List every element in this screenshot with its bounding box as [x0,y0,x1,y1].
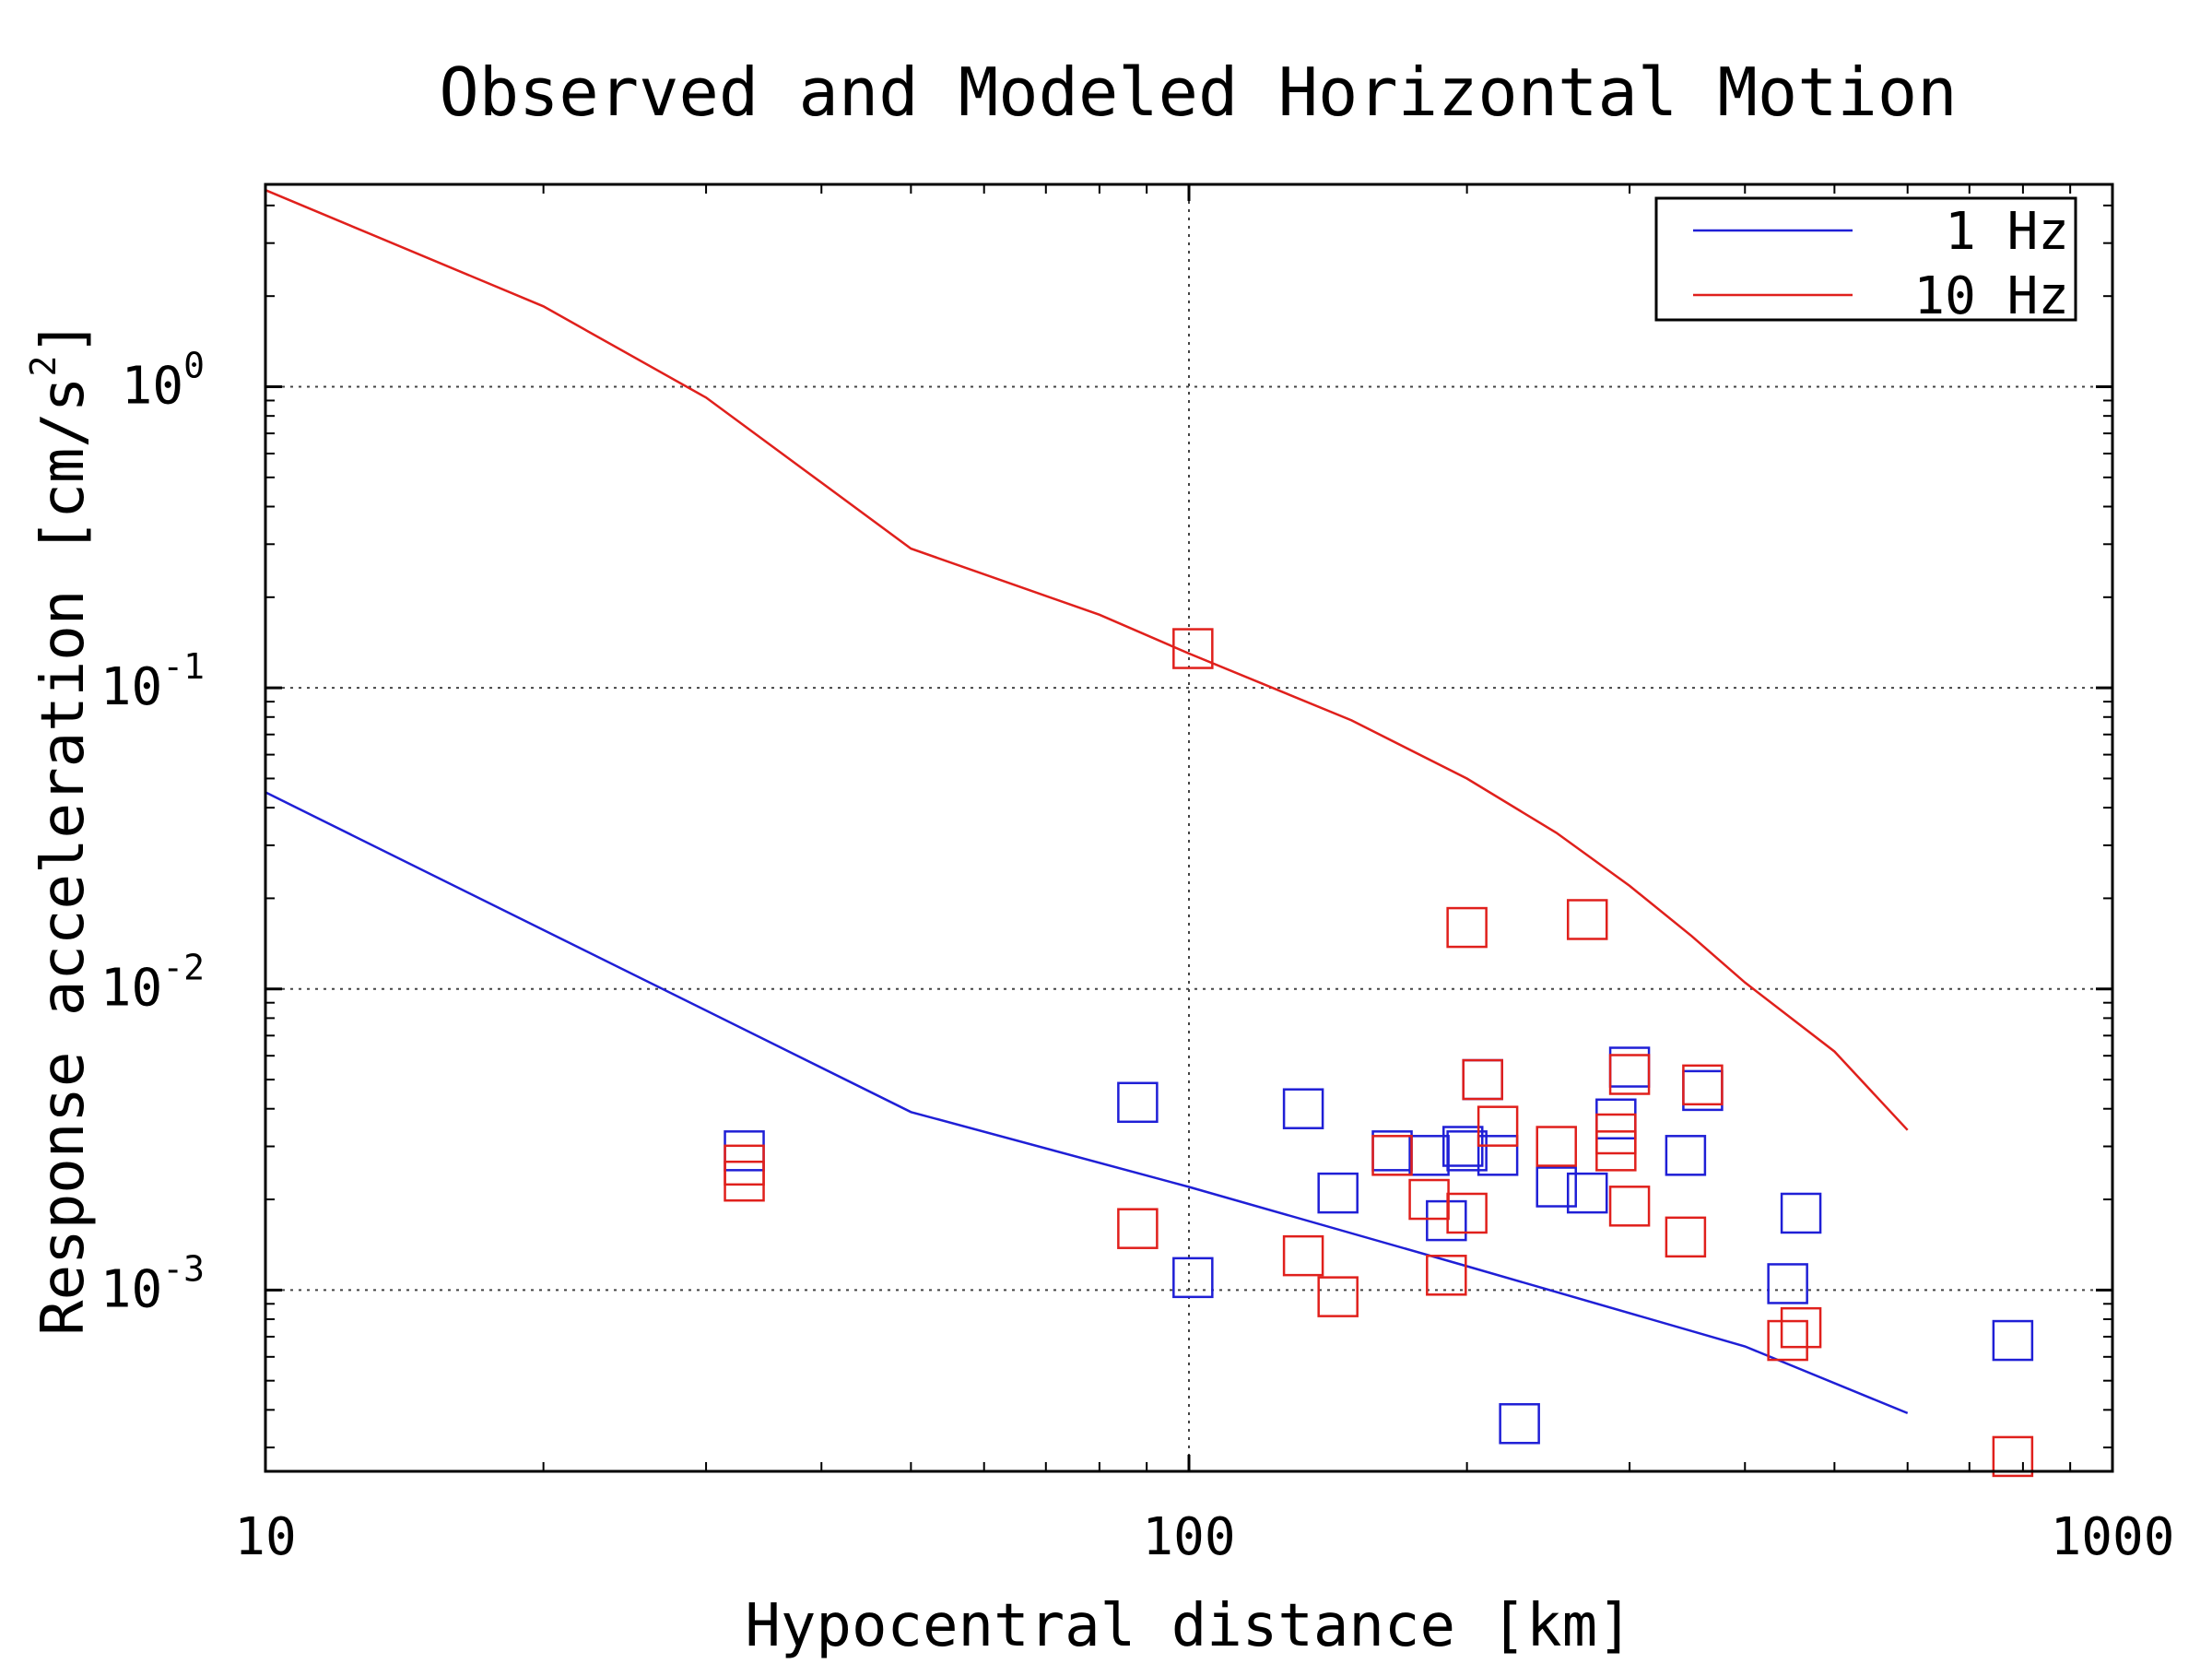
series-1-observed-point [1535,1126,1577,1167]
y-tick-label-exponent: 0 [183,346,205,386]
y-tick-label-base: 10 [100,959,162,1019]
x-axis-label: Hypocentral distance [km] [745,1592,1632,1659]
series-1-observed-point [1117,1208,1159,1249]
y-tick-label: 10-1 [100,646,205,717]
series-1-observed-point [1682,1064,1724,1106]
series-1-model-line [265,189,1909,1131]
series-1-observed-point [1426,1255,1467,1296]
series-1-observed-point [1595,1113,1637,1155]
series-1-observed-point [1371,1135,1413,1176]
series-1-observed-point [1566,899,1608,940]
series-1-observed-point [1767,1319,1808,1362]
y-tick-label-base: 10 [122,357,183,417]
y-tick-label-exponent: -1 [162,646,205,687]
legend-box [1654,196,2077,322]
y-tick-label-exponent: -2 [162,948,205,988]
y-tick-label: 10-2 [100,948,205,1019]
series-1-observed-point [1446,906,1488,949]
series-0-observed-point [1172,1257,1214,1299]
legend-label: 1 Hz [1945,202,2069,262]
series-0-observed-point [1767,1263,1808,1304]
series-1-observed-point [1317,1276,1359,1317]
series-1-observed-point [724,1144,765,1186]
y-axis-label-exponent: 2 [23,356,64,377]
series-0-observed-point [1282,1088,1324,1129]
series-1-observed-point [1780,1306,1822,1349]
series-1-observed-point [1608,1186,1651,1227]
x-tick-label: 100 [1142,1507,1235,1567]
series-1-observed-point [1446,1192,1488,1234]
y-axis-label-base: Response acceleration [cm/s [29,377,98,1336]
series-1-observed-point [1462,1058,1503,1101]
series-0-observed-point [1426,1199,1467,1242]
series-layer [265,189,2034,1478]
y-tick-label-base: 10 [100,657,162,717]
series-1-observed-point [1992,1435,2034,1478]
series-1-observed-point [1665,1216,1707,1258]
series-0-observed-point [1477,1135,1519,1176]
series-0-observed-point [1780,1192,1822,1234]
y-tick-label: 100 [122,346,205,417]
x-tick-label: 10 [234,1507,296,1567]
series-0-observed-point [1499,1403,1540,1445]
y-tick-label-base: 10 [100,1259,162,1319]
series-0-observed-point [1117,1081,1159,1124]
chart-title: Observed and Modeled Horizontal Motion [439,53,1957,131]
y-tick-label-exponent: -3 [162,1248,205,1289]
series-0-observed-point [1317,1172,1359,1214]
y-tick-label: 10-3 [100,1248,205,1319]
series-0-observed-point [1665,1135,1707,1176]
x-tick-label: 1000 [2051,1507,2175,1567]
series-1-observed-point [1282,1234,1324,1277]
grid [265,184,2112,1471]
series-0-observed-point [1566,1172,1608,1214]
series-0-model-line [265,791,1909,1415]
series-1-observed-point [1608,1054,1651,1095]
y-axis-label-close: ] [29,320,98,356]
series-0-observed-point [1446,1130,1488,1172]
legend-label: 10 Hz [1913,266,2069,326]
series-0-observed-point [1535,1166,1577,1208]
series-1-observed-point [1172,628,1214,669]
series-1-observed-point [1477,1105,1519,1147]
y-axis-label: Response acceleration [cm/s2] [23,320,98,1336]
series-0-observed-point [1992,1319,2034,1362]
